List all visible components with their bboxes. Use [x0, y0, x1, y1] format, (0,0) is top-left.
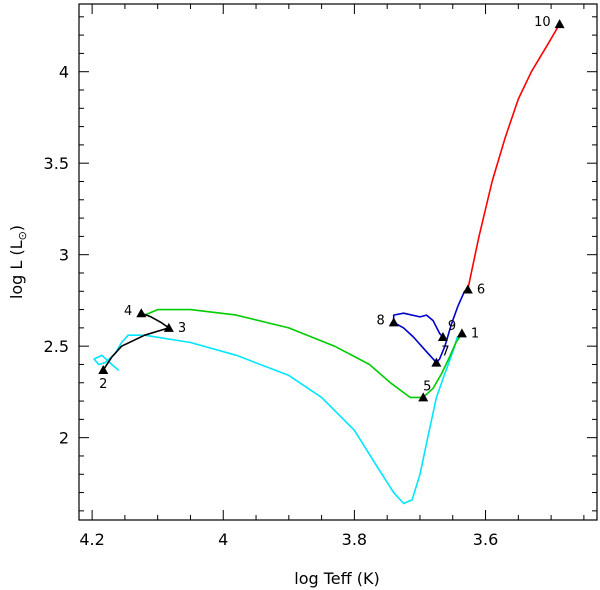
evolution-point-marker	[418, 392, 429, 402]
evolution-point-label: 8	[376, 313, 384, 328]
x-tick-label: 3.8	[342, 530, 367, 549]
sun-symbol: ⊙	[16, 231, 29, 240]
x-tick-label: 4	[218, 530, 228, 549]
evolution-point-label: 5	[423, 379, 431, 394]
track-line-1	[93, 334, 459, 505]
axis-ticks: 4.2 4 3.8 3.6 2 2.5 3 3.5 4	[44, 4, 597, 549]
x-tick-label: 4.2	[79, 530, 104, 549]
track-line-5	[102, 312, 170, 371]
evolution-point-label: 9	[448, 319, 456, 334]
x-axis-label: log Teff (K)	[294, 569, 379, 588]
track-line-2	[143, 308, 463, 399]
plot-frame	[78, 3, 598, 521]
track-line-0	[467, 23, 561, 291]
track-line-4	[392, 312, 444, 338]
series-layer	[93, 23, 561, 505]
x-tick-label: 3.6	[473, 530, 498, 549]
evolution-point-marker	[388, 317, 399, 327]
evolution-point-marker	[456, 328, 467, 338]
y-tick-label: 4	[59, 63, 69, 82]
evolution-point-marker	[462, 284, 473, 294]
marker-layer: 1 2 3 4 5 6 7 8 9 10	[98, 15, 565, 402]
evolution-point-marker	[136, 308, 147, 318]
y-tick-label: 2	[59, 429, 69, 448]
evolution-point-label: 3	[178, 321, 186, 336]
evolution-point-label: 4	[124, 304, 132, 319]
evolution-point-label: 7	[441, 345, 449, 360]
y-axis-label-close: )	[7, 225, 26, 231]
y-axis-label: log L (L⊙)	[7, 225, 29, 299]
evolution-point-label: 2	[99, 377, 107, 392]
y-tick-label: 3	[59, 246, 69, 265]
evolution-point-marker	[554, 19, 565, 29]
y-axis-label-main: log L (L	[7, 240, 26, 299]
evolution-point-label: 6	[477, 282, 485, 297]
evolution-point-label: 10	[534, 15, 551, 30]
evolution-point-marker	[163, 322, 174, 332]
y-tick-label: 3.5	[44, 154, 69, 173]
evolution-point-marker	[431, 357, 442, 367]
y-tick-label: 2.5	[44, 337, 69, 356]
evolution-point-label: 1	[471, 326, 479, 341]
track-line-3	[392, 288, 469, 364]
evolution-point-marker	[98, 364, 109, 374]
evolution-point-marker	[437, 332, 448, 342]
